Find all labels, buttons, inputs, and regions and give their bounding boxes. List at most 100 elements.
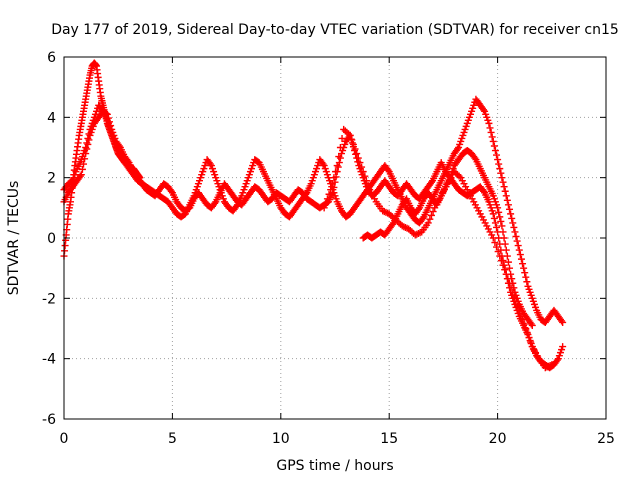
data-point — [520, 264, 528, 272]
data-point — [496, 165, 504, 173]
data-point — [323, 195, 331, 203]
data-point — [508, 275, 516, 283]
data-point — [541, 364, 549, 372]
data-point — [414, 205, 422, 213]
data-point — [520, 320, 528, 328]
data-point — [495, 160, 503, 168]
data-point — [398, 222, 406, 230]
data-point — [302, 190, 310, 198]
data-point — [501, 240, 509, 248]
series-track-c — [60, 95, 567, 326]
data-point — [334, 163, 342, 171]
data-point — [525, 334, 533, 342]
data-point — [379, 207, 387, 215]
data-point — [426, 215, 434, 223]
data-point — [486, 124, 494, 132]
data-point — [362, 177, 370, 185]
data-point — [494, 248, 502, 256]
data-point — [211, 199, 219, 207]
data-point — [500, 234, 508, 242]
data-point — [497, 169, 505, 177]
data-point — [353, 150, 361, 158]
data-point — [491, 219, 499, 227]
data-point — [495, 208, 503, 216]
data-point — [493, 223, 501, 231]
data-point — [330, 174, 338, 182]
data-point — [68, 177, 76, 185]
data-point — [516, 251, 524, 259]
data-point — [455, 172, 463, 180]
data-point — [496, 252, 504, 260]
y-tick-label: 2 — [47, 171, 56, 187]
data-point — [480, 106, 488, 114]
data-point — [493, 151, 501, 159]
data-point — [471, 154, 479, 162]
data-point — [499, 178, 507, 186]
data-point — [110, 136, 118, 144]
data-point — [507, 270, 515, 278]
data-point — [558, 317, 566, 325]
x-tick-label: 0 — [60, 431, 69, 447]
data-point — [345, 130, 353, 138]
data-point — [496, 213, 504, 221]
data-point — [429, 208, 437, 216]
data-point — [489, 234, 497, 242]
chart-title: Day 177 of 2019, Sidereal Day-to-day VTE… — [51, 22, 619, 38]
y-tick-label: -2 — [42, 291, 56, 307]
data-point — [491, 239, 499, 247]
data-point — [512, 232, 520, 240]
data-point — [388, 220, 396, 228]
data-point — [109, 132, 117, 140]
data-point — [545, 362, 553, 370]
data-point — [501, 266, 509, 274]
data-point — [361, 172, 369, 180]
data-point — [453, 145, 461, 153]
data-point — [76, 172, 84, 180]
data-point — [498, 222, 506, 230]
data-point — [356, 159, 364, 167]
y-tick-label: 4 — [47, 110, 56, 126]
data-point — [517, 255, 525, 263]
data-point — [206, 160, 214, 168]
data-point — [553, 356, 561, 364]
data-point — [521, 269, 529, 277]
data-point — [515, 246, 523, 254]
data-point — [501, 187, 509, 195]
y-tick-label: -4 — [42, 352, 56, 368]
data-point — [419, 214, 427, 222]
data-point — [506, 264, 514, 272]
data-point — [85, 130, 93, 138]
data-point — [522, 273, 530, 281]
data-point — [411, 231, 419, 239]
y-tick-label: 6 — [47, 50, 56, 66]
data-point — [424, 219, 432, 227]
data-point — [382, 208, 390, 216]
x-tick-label: 5 — [168, 431, 177, 447]
data-point — [559, 318, 567, 326]
data-point — [499, 261, 507, 269]
data-point — [336, 144, 344, 151]
data-point — [115, 148, 123, 156]
data-point — [111, 140, 119, 148]
data-point — [348, 136, 356, 144]
x-axis-label: GPS time / hours — [276, 458, 393, 474]
data-point — [522, 325, 530, 332]
series-track-e — [359, 147, 536, 329]
data-point — [400, 223, 408, 231]
data-point — [509, 219, 517, 227]
data-point — [485, 119, 493, 127]
data-point — [513, 237, 521, 245]
data-point — [523, 329, 531, 337]
data-point — [380, 208, 388, 216]
data-point — [519, 260, 527, 268]
data-point — [490, 142, 498, 150]
data-point — [559, 343, 567, 351]
data-point — [498, 174, 506, 182]
series-track-b — [60, 107, 567, 372]
data-point — [543, 363, 551, 371]
data-point — [489, 137, 497, 145]
data-point — [500, 183, 508, 191]
data-point — [384, 166, 392, 174]
data-point — [325, 190, 333, 198]
